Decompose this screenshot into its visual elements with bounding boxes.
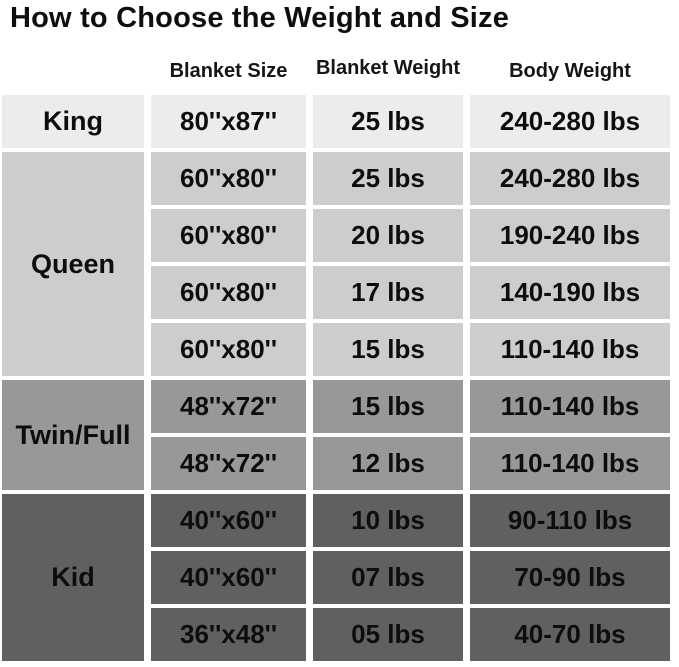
blanket-size-cell: 60''x80'' <box>151 323 306 376</box>
column-header-body-weight: Body Weight <box>509 59 631 82</box>
column-header-blanket-weight: Blanket Weight <box>315 57 461 79</box>
category-cell-queen: Queen <box>2 152 144 376</box>
blanket-size-cell: 48''x72'' <box>151 380 306 433</box>
blanket-size-cell: 60''x80'' <box>151 266 306 319</box>
blanket-weight-cell: 12 lbs <box>313 437 463 490</box>
body-weight-cell: 190-240 lbs <box>470 209 670 262</box>
blanket-weight-cell: 15 lbs <box>313 323 463 376</box>
category-cell-kid: Kid <box>2 494 144 661</box>
blanket-size-cell: 40''x60'' <box>151 551 306 604</box>
body-weight-cell: 240-280 lbs <box>470 152 670 205</box>
category-cell-king: King <box>2 95 144 148</box>
blanket-weight-cell: 10 lbs <box>313 494 463 547</box>
category-cell-twin-full: Twin/Full <box>2 380 144 490</box>
body-weight-cell: 140-190 lbs <box>470 266 670 319</box>
body-weight-cell: 70-90 lbs <box>470 551 670 604</box>
blanket-weight-cell: 17 lbs <box>313 266 463 319</box>
body-weight-cell: 110-140 lbs <box>470 323 670 376</box>
blanket-weight-cell: 07 lbs <box>313 551 463 604</box>
blanket-weight-cell: 15 lbs <box>313 380 463 433</box>
column-header-blanket-size: Blanket Size <box>169 59 288 82</box>
blanket-weight-cell: 25 lbs <box>313 152 463 205</box>
blanket-size-cell: 60''x80'' <box>151 209 306 262</box>
body-weight-cell: 40-70 lbs <box>470 608 670 661</box>
body-weight-cell: 240-280 lbs <box>470 95 670 148</box>
blanket-weight-cell: 25 lbs <box>313 95 463 148</box>
body-weight-cell: 110-140 lbs <box>470 380 670 433</box>
page-title: How to Choose the Weight and Size <box>10 2 510 34</box>
blanket-weight-cell: 20 lbs <box>313 209 463 262</box>
blanket-size-cell: 36''x48'' <box>151 608 306 661</box>
blanket-weight-cell: 05 lbs <box>313 608 463 661</box>
blanket-size-cell: 60''x80'' <box>151 152 306 205</box>
blanket-size-cell: 80''x87'' <box>151 95 306 148</box>
blanket-size-cell: 40''x60'' <box>151 494 306 547</box>
body-weight-cell: 110-140 lbs <box>470 437 670 490</box>
blanket-size-cell: 48''x72'' <box>151 437 306 490</box>
weight-size-table: Blanket Size Blanket Weight Body Weight Kin… <box>2 51 670 661</box>
body-weight-cell: 90-110 lbs <box>470 494 670 547</box>
